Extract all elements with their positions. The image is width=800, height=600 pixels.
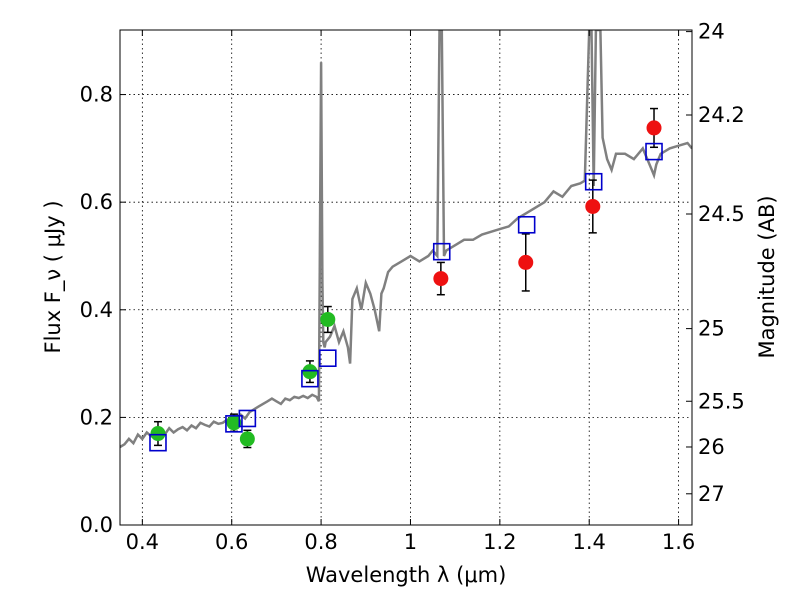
y-tick-label-3: 0.6 [80, 190, 113, 214]
model-box-0 [149, 433, 167, 452]
green-point-1 [226, 415, 242, 431]
right-tick-label-3: 25 [698, 317, 725, 341]
model-box-7 [584, 172, 603, 191]
y-tick-label-1: 0.2 [80, 405, 113, 429]
x-tick-label-2: 0.8 [304, 530, 337, 554]
right-tick-label-0: 24 [698, 20, 725, 44]
y-tick-label-0: 0.0 [80, 513, 113, 537]
red-point-0 [433, 271, 449, 287]
model-spectrum-line [120, 30, 692, 449]
right-tick-label-4: 25.5 [698, 389, 745, 413]
right-tick-label-6: 27 [698, 482, 725, 506]
x-tick-label-1: 0.6 [215, 530, 248, 554]
red-point-3 [646, 120, 662, 136]
grid-lines [120, 30, 692, 526]
errorbar-layer [153, 107, 659, 449]
model-box-6 [517, 215, 536, 234]
plot-frame [119, 29, 693, 526]
y-tick-label-4: 0.8 [80, 83, 113, 107]
model-box-1 [225, 415, 243, 433]
x-tick-label-0: 0.4 [126, 530, 159, 554]
model-box-3 [301, 369, 319, 388]
x-tick-label-3: 1 [404, 530, 417, 554]
model-box-4 [318, 349, 337, 368]
y-axis-label: Flux F_ν ( μJy ) [41, 200, 66, 353]
green-point-3 [302, 364, 318, 380]
model-box-5 [432, 242, 451, 261]
model-box-2 [238, 409, 257, 428]
right-tick-label-1: 24.2 [698, 103, 745, 127]
green-point-4 [320, 311, 336, 327]
right-tick-label-2: 24.5 [698, 202, 745, 226]
right-axis-label: Magnitude (AB) [755, 195, 779, 358]
model-spectrum-layer [120, 30, 692, 449]
x-tick-label-4: 1.2 [483, 530, 516, 554]
model-boxes-layer [149, 142, 663, 452]
right-tick-label-5: 26 [698, 435, 725, 459]
y-tick-label-2: 0.4 [80, 298, 113, 322]
x-tick-label-6: 1.6 [662, 530, 695, 554]
tick-labels-layer: 0.4 0.6 0.8 1 1.2 1.4 1.6 0.0 0.2 0.4 0.6 0.8 24 24.2… [80, 20, 745, 554]
red-point-2 [585, 198, 601, 214]
x-tick-label-5: 1.4 [573, 530, 606, 554]
model-box-8 [645, 142, 663, 161]
points-layer [150, 120, 662, 447]
green-point-2 [239, 431, 255, 447]
x-axis-label: Wavelength λ (μm) [306, 563, 507, 587]
ticks-layer [120, 30, 692, 526]
red-point-1 [518, 254, 534, 270]
green-point-0 [150, 426, 166, 442]
